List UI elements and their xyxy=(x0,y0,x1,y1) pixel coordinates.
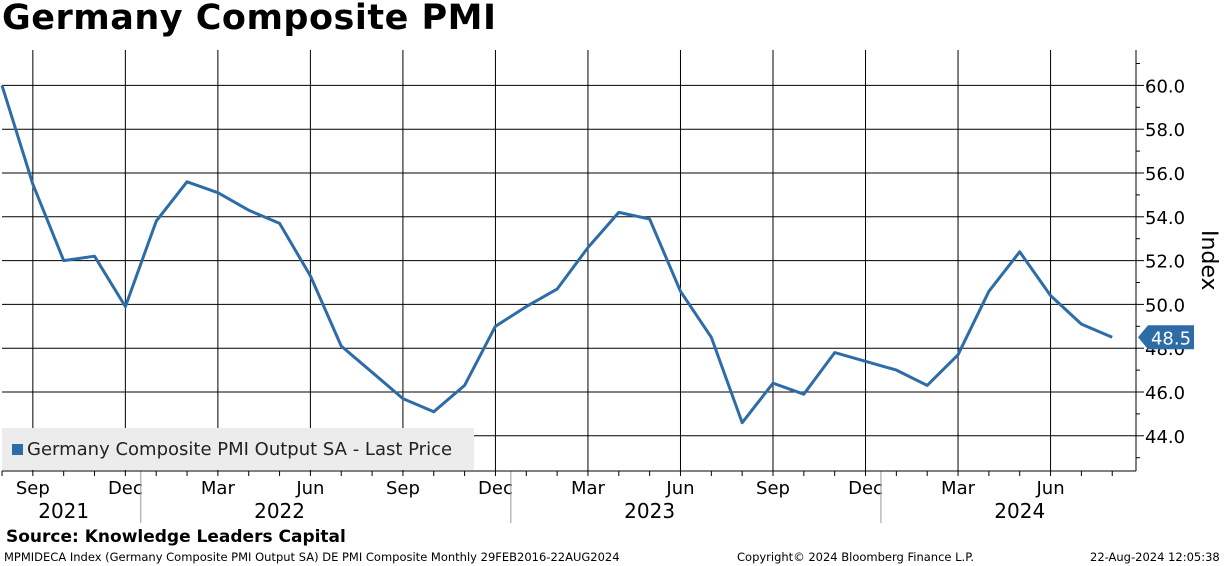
grid-layer xyxy=(2,50,1136,471)
year-label: 2022 xyxy=(254,499,305,523)
y-tick-label: 46.0 xyxy=(1145,383,1185,404)
year-label: 2021 xyxy=(38,499,89,523)
y-tick-label: 44.0 xyxy=(1145,427,1185,448)
x-tick-label: Mar xyxy=(571,478,606,499)
x-tick-label: Jun xyxy=(295,478,324,499)
year-label: 2024 xyxy=(994,499,1045,523)
legend-label: Germany Composite PMI Output SA - Last P… xyxy=(27,438,453,460)
footer-timestamp: 22-Aug-2024 12:05:38 xyxy=(1090,550,1220,564)
x-tick-label: Sep xyxy=(16,478,50,499)
x-tick-label: Mar xyxy=(941,478,976,499)
y-tick-label: 58.0 xyxy=(1145,120,1185,141)
x-tick-label: Jun xyxy=(1035,478,1064,499)
legend-swatch xyxy=(12,443,23,455)
year-label: 2023 xyxy=(624,499,675,523)
y-tick-label: 52.0 xyxy=(1145,252,1185,273)
x-tick-label: Dec xyxy=(848,478,883,499)
source-note: Source: Knowledge Leaders Capital xyxy=(6,527,346,547)
last-price-shape xyxy=(1138,325,1194,350)
x-tick-label: Jun xyxy=(665,478,694,499)
x-tick-label: Sep xyxy=(756,478,790,499)
legend: Germany Composite PMI Output SA - Last P… xyxy=(2,428,474,470)
x-tick-label: Dec xyxy=(478,478,513,499)
series-line xyxy=(0,84,1113,425)
x-tick-label: Sep xyxy=(386,478,420,499)
x-tick-label: Dec xyxy=(108,478,143,499)
footer-copyright: Copyright© 2024 Bloomberg Finance L.P. xyxy=(737,550,974,564)
y-tick-label: 60.0 xyxy=(1145,76,1185,97)
series-layer xyxy=(0,84,1113,425)
y-tick-label: 54.0 xyxy=(1145,208,1185,229)
last-price-badge: 48.5 xyxy=(1138,325,1194,350)
y-tick-label: 50.0 xyxy=(1145,295,1185,316)
page-title: Germany Composite PMI xyxy=(2,0,497,38)
x-tick-label: Mar xyxy=(201,478,236,499)
last-price-label: 48.5 xyxy=(1151,328,1191,349)
y-tick-label: 56.0 xyxy=(1145,164,1185,185)
footer-ticker-info: MPMIDECA Index (Germany Composite PMI Ou… xyxy=(4,550,620,564)
y-axis-label: Index xyxy=(1196,230,1221,291)
